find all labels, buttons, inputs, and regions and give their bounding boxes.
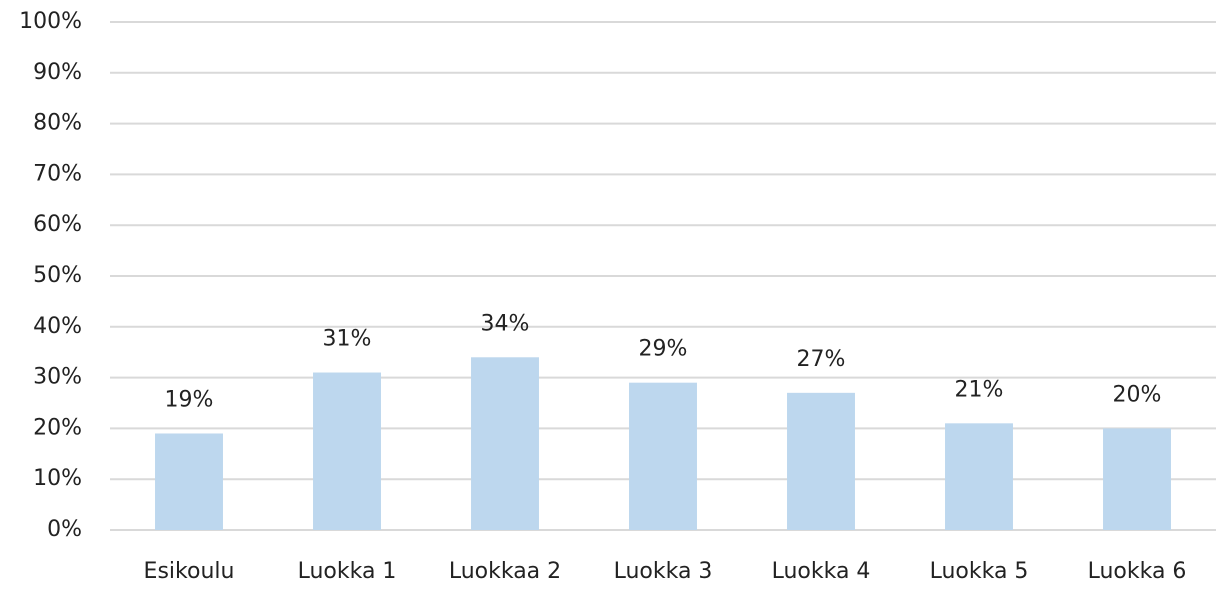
x-tick-label: Luokka 4 [772,559,871,584]
y-tick-label: 50% [33,263,82,288]
value-label: 27% [797,347,846,372]
y-tick-label: 40% [33,314,82,339]
bar [155,433,223,530]
y-tick-label: 90% [33,60,82,85]
x-tick-label: Luokka 6 [1088,559,1187,584]
bar [313,372,381,530]
x-tick-label: Luokka 5 [930,559,1029,584]
x-tick-label: Luokka 3 [614,559,713,584]
y-tick-label: 10% [33,466,82,491]
bar [471,357,539,530]
y-tick-label: 20% [33,415,82,440]
y-tick-label: 80% [33,111,82,136]
x-tick-label: Luokkaa 2 [449,559,561,584]
y-tick-label: 0% [47,517,82,542]
bar [787,392,855,530]
y-tick-label: 100% [19,9,82,34]
y-tick-label: 60% [33,212,82,237]
bar [1103,428,1171,530]
y-tick-label: 30% [33,365,82,390]
bar [629,382,697,530]
value-label: 29% [639,337,688,362]
value-label: 21% [955,377,1004,402]
bar [945,423,1013,530]
value-label: 19% [165,387,214,412]
x-tick-label: Esikoulu [144,559,235,584]
value-label: 31% [323,327,372,352]
y-tick-label: 70% [33,161,82,186]
value-label: 20% [1113,382,1162,407]
x-tick-label: Luokka 1 [298,559,397,584]
value-label: 34% [481,311,530,336]
